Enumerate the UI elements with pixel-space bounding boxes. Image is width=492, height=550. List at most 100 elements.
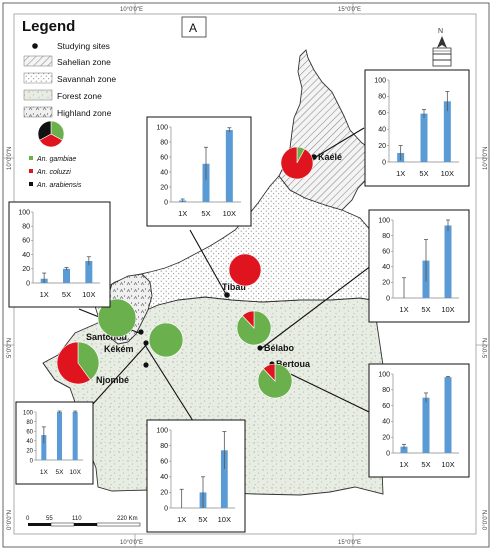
graticule-bottom-1: 10°0'0"E [120, 540, 143, 546]
y-tick-label-tibati-100: 100 [156, 124, 168, 131]
pie-slice-kékém-angambiae [148, 322, 184, 358]
bar-santchou-10x [85, 260, 93, 283]
y-tick-label-kaélé-0: 0 [382, 159, 386, 166]
bar-kaélé-10x [443, 101, 451, 162]
graticule-right-2: 5°0'0"N [483, 338, 489, 358]
y-tick-label-tibati-80: 80 [160, 139, 168, 146]
y-tick-label-kaélé-60: 60 [378, 110, 386, 117]
y-tick-label-kékém-80: 80 [160, 443, 168, 450]
y-tick-label-njombé-60: 60 [26, 430, 33, 436]
pie-slice-kaélé-ancoluzzi [280, 146, 314, 180]
bar-chart-box-kékém [146, 419, 246, 533]
y-tick-label-bélabo-80: 80 [382, 233, 390, 240]
graticule [3, 3, 489, 547]
x-tick-label-bertoua-5x: 5X [421, 460, 430, 469]
y-tick-label-santchou-60: 60 [22, 238, 30, 245]
y-tick-label-bélabo-40: 40 [382, 264, 390, 271]
y-tick-label-santchou-80: 80 [22, 224, 30, 231]
y-tick-label-santchou-0: 0 [26, 280, 30, 287]
pie-slice-bertoua-ancoluzzi [262, 363, 276, 382]
y-tick-label-bélabo-20: 20 [382, 280, 390, 287]
y-tick-label-njombé-0: 0 [30, 458, 34, 464]
y-tick-label-kaélé-40: 40 [378, 127, 386, 134]
pie-legend [37, 120, 65, 148]
bar-chart-kaélé: 0 20 40 60 80 100 1X 5X 10X [364, 69, 470, 187]
site-label-bertoua: Bertoua [276, 359, 311, 369]
site-label-tibati: Tibati [222, 282, 246, 292]
bar-bertoua-10x [444, 377, 452, 453]
panel-letter-box [181, 16, 207, 38]
graticule-top-1: 10°0'0"E [120, 7, 143, 13]
legend-item-sahel: Sahelian zone [57, 57, 111, 67]
graticule-right-1: 10°0'0"N [483, 147, 489, 170]
svg-text:N: N [438, 28, 443, 35]
nigeria-border-left [42, 362, 71, 389]
x-tick-label-njombé-10x: 10X [69, 469, 81, 476]
legend-item-savannah: Savannah zone [57, 74, 116, 84]
y-tick-label-bertoua-20: 20 [382, 435, 390, 442]
bar-chart-bélabo: 0 20 40 60 80 100 1X 5X 10X [368, 209, 470, 323]
y-tick-label-bélabo-100: 100 [378, 217, 390, 224]
legend-species-arabiensis: An. arabiensis [36, 182, 82, 189]
legend: Legend Studying sites Sahelian zone Sava… [22, 18, 116, 189]
x-tick-label-tibati-5x: 5X [201, 209, 210, 218]
y-tick-label-kaélé-20: 20 [378, 143, 386, 150]
x-tick-label-bélabo-1x: 1X [399, 305, 408, 314]
y-tick-label-kékém-20: 20 [160, 490, 168, 497]
bar-njombé-5x [56, 412, 63, 460]
y-tick-label-njombé-80: 80 [26, 420, 33, 426]
graticule-top-2: 15°0'0"E [338, 7, 361, 13]
site-dot-kekem [143, 340, 149, 346]
connector-kekem [144, 344, 196, 425]
bar-tibati-5x [202, 163, 210, 202]
north-arrow-icon: N [432, 28, 452, 67]
x-tick-label-njombé-5x: 5X [56, 469, 65, 476]
y-tick-label-tibati-20: 20 [160, 184, 168, 191]
bar-kékém-10x [220, 450, 228, 508]
pie-kékém [148, 322, 184, 358]
bar-tibati-10x [225, 130, 233, 202]
connector-belabo [261, 252, 389, 349]
y-tick-label-njombé-100: 100 [23, 410, 34, 416]
x-tick-label-bélabo-10x: 10X [441, 305, 454, 314]
bar-chart-tibati: 0 20 40 60 80 100 1X 5X 10X [146, 116, 252, 227]
bar-bélabo-10x [444, 225, 452, 298]
y-tick-label-kékém-40: 40 [160, 474, 168, 481]
pie-bertoua [257, 363, 293, 399]
pie-slice-bélabo-ancoluzzi [241, 310, 255, 329]
legend-item-highland: Highland zone [57, 108, 112, 118]
x-tick-label-tibati-10x: 10X [223, 209, 236, 218]
bar-chart-box-bélabo [368, 209, 470, 323]
bar-charts: 0 20 40 60 80 100 1X 5X 10X 0 20 40 60 80 100 1X 5X 10X 0 2… [8, 69, 470, 533]
legend-item-forest: Forest zone [57, 91, 102, 101]
site-dot-belabo [257, 345, 263, 351]
site-label-njombe: Njombé [96, 375, 129, 385]
scale-tick-220: 220 Km [117, 516, 138, 522]
legend-species-gambiae: An. gambiae [36, 156, 76, 163]
scale-bar: 0 55 110 220 Km [26, 516, 141, 527]
y-tick-label-njombé-40: 40 [26, 439, 33, 445]
bar-chart-njombé: 0 20 40 60 80 100 1X 5X 10X [15, 401, 94, 485]
legend-coluzzi-swatch [29, 169, 33, 173]
pie-santchou [97, 298, 137, 338]
y-tick-label-kékém-60: 60 [160, 459, 168, 466]
pie-njombé [56, 341, 100, 385]
bar-kaélé-5x [420, 113, 428, 162]
scale-tick-0: 0 [26, 516, 30, 522]
legend-highland-swatch [23, 106, 53, 118]
y-tick-label-kaélé-80: 80 [378, 94, 386, 101]
y-tick-label-tibati-60: 60 [160, 154, 168, 161]
connector-kaele [313, 127, 365, 159]
y-tick-label-bertoua-40: 40 [382, 419, 390, 426]
y-tick-label-bertoua-0: 0 [386, 450, 390, 457]
y-tick-label-santchou-100: 100 [18, 209, 30, 216]
y-tick-label-santchou-20: 20 [22, 266, 30, 273]
connector-tibati [189, 229, 228, 297]
y-tick-label-bertoua-80: 80 [382, 387, 390, 394]
x-tick-label-njombé-1x: 1X [40, 469, 49, 476]
bar-chart-kékém: 0 20 40 60 80 100 1X 5X 10X [146, 419, 246, 533]
graticule-left-2: 5°0'0"N [7, 338, 13, 358]
scale-tick-110: 110 [72, 516, 82, 522]
panel-letter: A [189, 21, 197, 35]
